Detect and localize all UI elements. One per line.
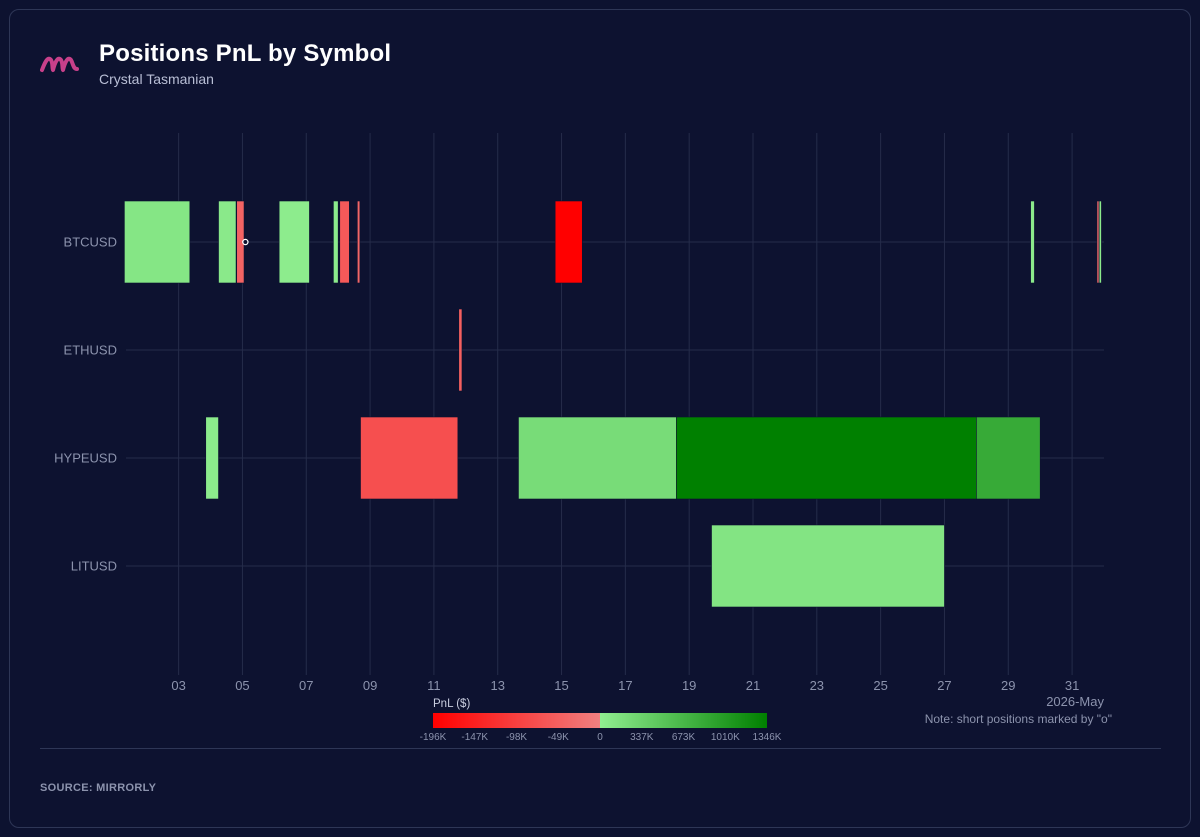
- x-tick-label: 03: [171, 678, 185, 693]
- colorbar-positive: [600, 713, 767, 728]
- position-bar: [333, 200, 339, 284]
- colorbar-tick-label: 1010K: [711, 732, 740, 743]
- footer-divider: [40, 748, 1161, 749]
- x-tick-label: 21: [746, 678, 760, 693]
- colorbar-tick-label: -196K: [420, 732, 447, 743]
- position-bar: [1096, 200, 1100, 284]
- x-tick-label: 15: [554, 678, 568, 693]
- colorbar-negative: [433, 713, 600, 728]
- position-bar: [711, 524, 945, 608]
- colorbar-tick-label: -147K: [461, 732, 488, 743]
- x-tick-label: 19: [682, 678, 696, 693]
- colorbar-tick-label: -49K: [548, 732, 569, 743]
- x-axis-label: 2026-May: [1046, 694, 1104, 709]
- position-bar: [357, 200, 361, 284]
- x-tick-label: 29: [1001, 678, 1015, 693]
- x-tick-label: 07: [299, 678, 313, 693]
- position-bar: [676, 416, 977, 500]
- short-positions-note: Note: short positions marked by "o": [925, 712, 1112, 726]
- position-bar: [1030, 200, 1035, 284]
- x-tick-label: 13: [490, 678, 504, 693]
- x-tick-label: 05: [235, 678, 249, 693]
- page-subtitle: Crystal Tasmanian: [99, 71, 214, 87]
- x-tick-label: 27: [937, 678, 951, 693]
- category-label: HYPEUSD: [54, 451, 117, 466]
- position-bar: [205, 416, 219, 500]
- position-bar: [518, 416, 677, 500]
- short-marker: [242, 238, 249, 246]
- colorbar-tick-label: 673K: [672, 732, 696, 743]
- position-bar: [1098, 200, 1102, 284]
- page-title: Positions PnL by Symbol: [99, 40, 392, 67]
- source-label: SOURCE: MIRRORLY: [40, 782, 157, 794]
- position-bar: [124, 200, 191, 284]
- x-tick-label: 11: [427, 678, 441, 693]
- position-bar: [218, 200, 237, 284]
- colorbar-tick-label: 0: [597, 732, 603, 743]
- position-bar: [976, 416, 1041, 500]
- x-tick-label: 23: [810, 678, 824, 693]
- x-tick-label: 17: [618, 678, 632, 693]
- colorbar-tick-label: -98K: [506, 732, 527, 743]
- category-label: BTCUSD: [64, 235, 117, 250]
- position-bar: [554, 200, 583, 284]
- colorbar-tick-label: 1346K: [753, 732, 782, 743]
- position-bar: [339, 200, 350, 284]
- colorbar-label: PnL ($): [433, 698, 470, 710]
- mirrorly-logo-icon: [40, 56, 79, 72]
- position-bar: [360, 416, 459, 500]
- category-label: ETHUSD: [64, 343, 117, 358]
- x-tick-label: 25: [873, 678, 887, 693]
- category-label: LITUSD: [71, 559, 117, 574]
- position-bar: [458, 308, 463, 392]
- colorbar-tick-label: 337K: [630, 732, 654, 743]
- position-bar: [278, 200, 310, 284]
- x-tick-label: 09: [363, 678, 377, 693]
- x-tick-label: 31: [1065, 678, 1079, 693]
